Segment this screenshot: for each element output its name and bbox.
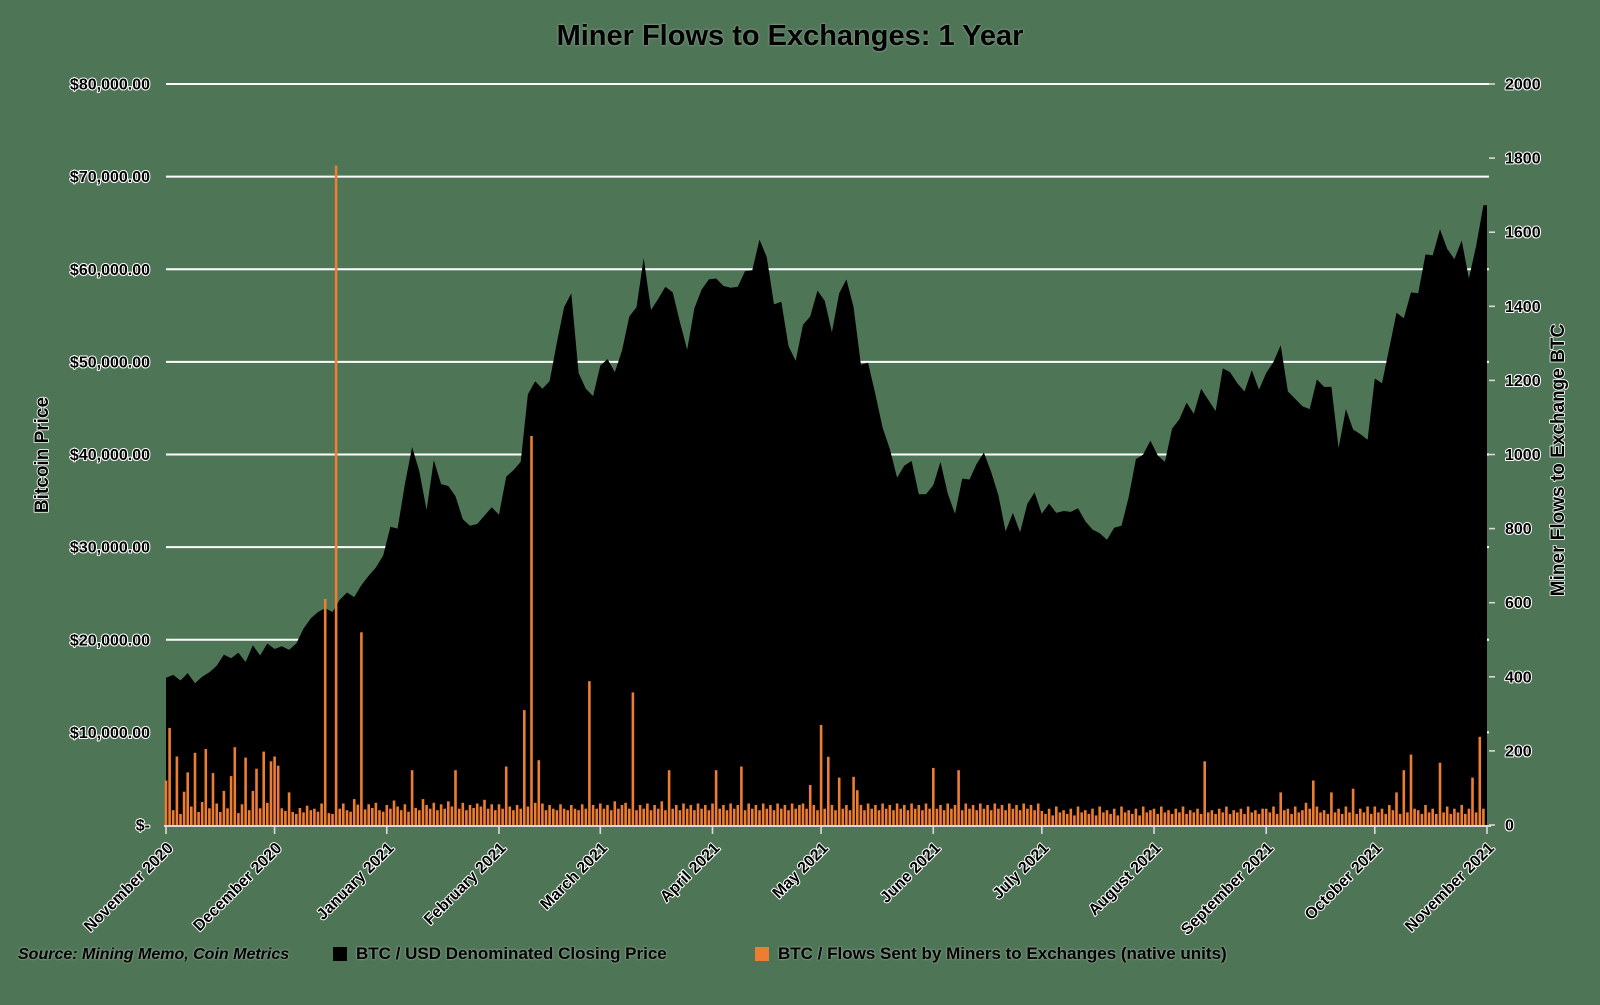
svg-text:May 2021: May 2021: [770, 840, 832, 902]
svg-text:January 2021: January 2021: [314, 840, 398, 924]
price-area: [166, 205, 1487, 826]
y-axis-left-labels: $- $10,000.00 $20,000.00 $30,000.00 $40,000.…: [69, 76, 151, 836]
svg-text:February 2021: February 2021: [421, 840, 510, 929]
svg-text:July 2021: July 2021: [990, 840, 1053, 903]
x-axis: [164, 825, 1491, 834]
svg-text:2000: 2000: [1505, 77, 1541, 94]
x-axis-labels: November 2020 December 2020 January 2021 Fe…: [80, 839, 1499, 940]
flows-legend-swatch-icon: [755, 947, 769, 961]
price-legend-swatch-icon: [333, 947, 347, 961]
svg-text:1800: 1800: [1505, 151, 1541, 168]
y-right-axis-title: Miner Flows to Exchange BTC: [1548, 324, 1569, 597]
svg-text:0: 0: [1505, 818, 1514, 835]
svg-text:800: 800: [1505, 521, 1532, 538]
price-area-series: [166, 205, 1487, 826]
svg-text:$80,000.00: $80,000.00: [70, 77, 150, 94]
svg-text:1600: 1600: [1505, 225, 1541, 242]
source-note: Source: Mining Memo, Coin Metrics: [18, 946, 290, 963]
svg-text:1400: 1400: [1505, 299, 1541, 316]
svg-text:August 2021: August 2021: [1086, 840, 1165, 919]
svg-text:April 2021: April 2021: [657, 840, 723, 906]
svg-text:$20,000.00: $20,000.00: [70, 632, 150, 649]
svg-text:October 2021: October 2021: [1302, 840, 1386, 924]
y-left-axis-title: Bitcoin Price: [32, 397, 53, 513]
legend-item-price[interactable]: BTC / USD Denominated Closing Price: [333, 944, 667, 964]
svg-text:March 2021: March 2021: [537, 840, 611, 914]
svg-text:November 2021: November 2021: [1402, 840, 1498, 936]
legend-item-price-label: BTC / USD Denominated Closing Price: [356, 944, 667, 963]
y-axis-right-labels: 0 200 400 600 800 1000 1200 1400 1600 1800 2000: [1504, 76, 1542, 836]
svg-text:$50,000.00: $50,000.00: [70, 354, 150, 371]
svg-text:$70,000.00: $70,000.00: [70, 169, 150, 186]
svg-text:$10,000.00: $10,000.00: [70, 725, 150, 742]
svg-text:December 2020: December 2020: [190, 840, 285, 935]
svg-text:$30,000.00: $30,000.00: [70, 540, 150, 557]
chart-title: Miner Flows to Exchanges: 1 Year: [556, 20, 1024, 52]
svg-text:200: 200: [1505, 743, 1532, 760]
svg-text:$60,000.00: $60,000.00: [70, 262, 150, 279]
axis-titles: Bitcoin Price Miner Flows to Exchange BTC: [31, 323, 1570, 597]
svg-text:1200: 1200: [1505, 373, 1541, 390]
svg-text:1000: 1000: [1505, 447, 1541, 464]
svg-text:November 2020: November 2020: [81, 840, 177, 936]
y-axis-right-ticks: [1489, 83, 1495, 826]
legend-item-flows[interactable]: BTC / Flows Sent by Miners to Exchanges …: [755, 944, 1227, 964]
legend-item-flows-label: BTC / Flows Sent by Miners to Exchanges …: [778, 944, 1227, 963]
svg-text:$-: $-: [136, 818, 150, 835]
flow-bars-series: [164, 165, 1485, 825]
svg-text:June 2021: June 2021: [877, 840, 944, 907]
legend: Source: Mining Memo, Coin Metrics BTC / …: [0, 938, 1600, 978]
svg-text:$40,000.00: $40,000.00: [70, 447, 150, 464]
svg-text:400: 400: [1505, 669, 1532, 686]
svg-text:600: 600: [1505, 595, 1532, 612]
svg-text:September 2021: September 2021: [1178, 840, 1277, 939]
